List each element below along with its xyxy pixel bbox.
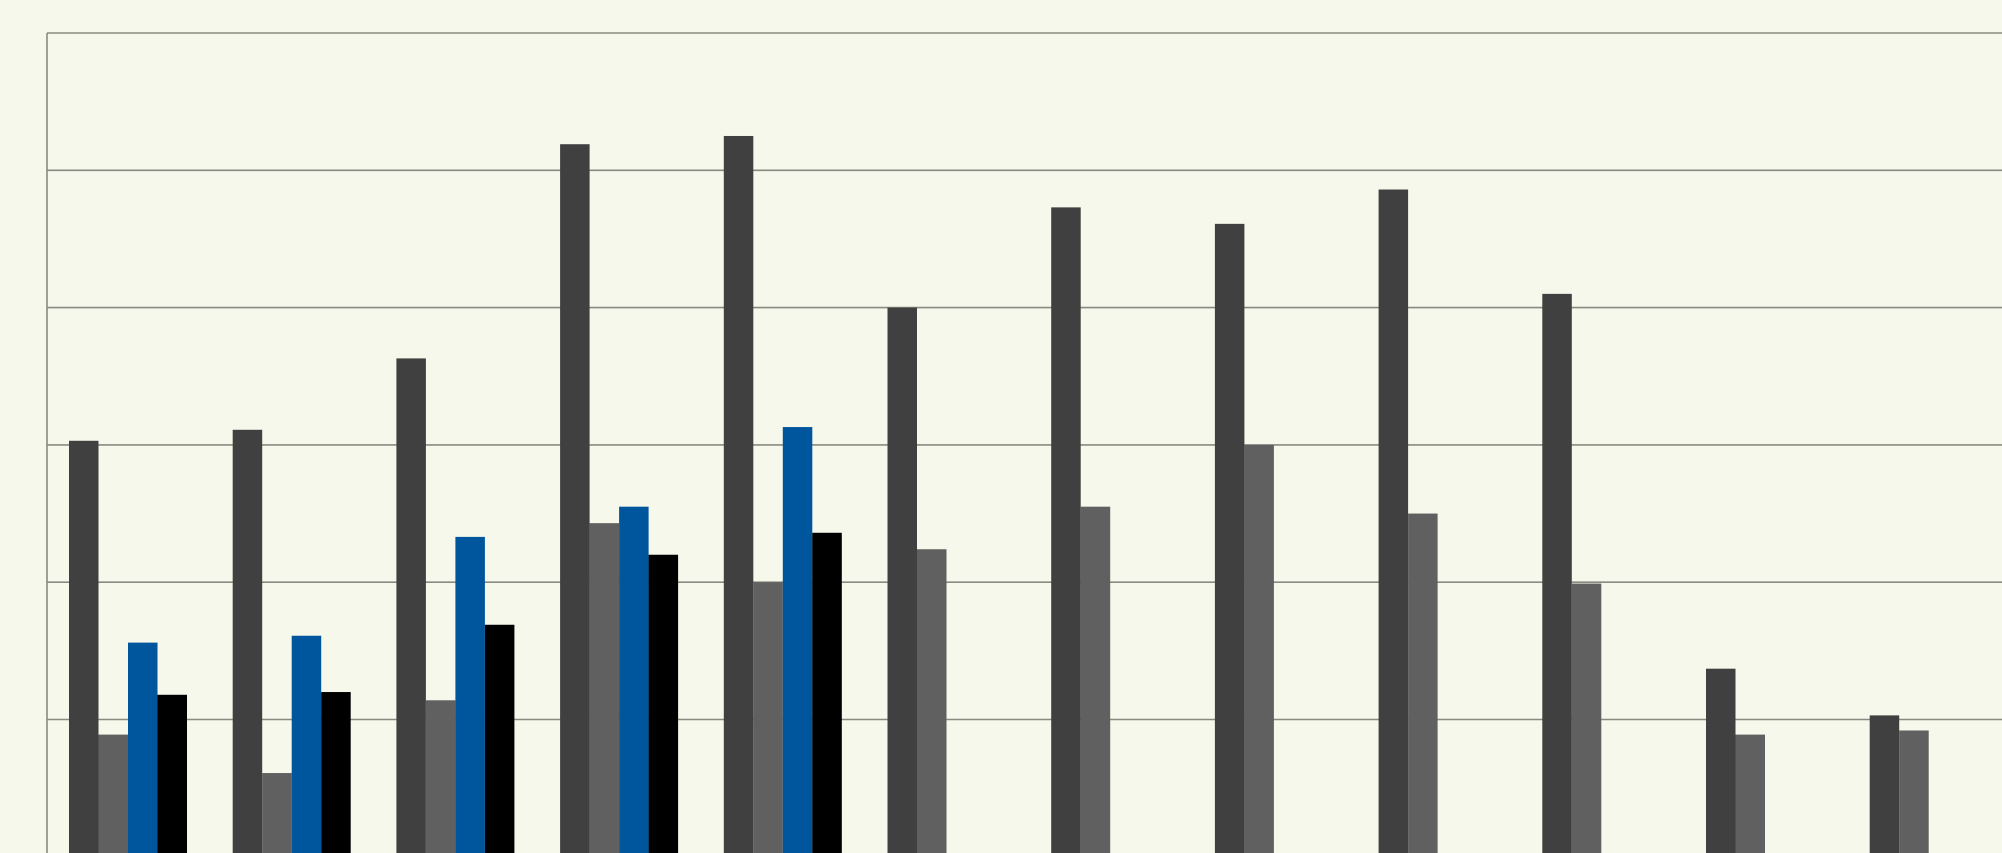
bar-group-11-series-2 bbox=[1735, 734, 1765, 853]
bar-group-3-series-1 bbox=[396, 358, 426, 853]
bar-group-6-series-1 bbox=[887, 307, 917, 853]
bar-group-10-series-2 bbox=[1571, 583, 1602, 853]
bar-group-4-series-1 bbox=[560, 144, 590, 853]
bar-group-3-series-4 bbox=[484, 624, 515, 853]
bar-group-10-series-1 bbox=[1542, 293, 1572, 853]
bar-group-5-series-3 bbox=[782, 427, 813, 853]
bar-group-2-series-2 bbox=[262, 773, 292, 853]
bar-group-4-series-3 bbox=[619, 506, 649, 853]
bar-group-3-series-3 bbox=[455, 536, 485, 853]
bar-group-2-series-4 bbox=[321, 692, 351, 853]
bar-group-8-series-1 bbox=[1214, 223, 1245, 853]
bar-group-1-series-4 bbox=[157, 694, 187, 853]
bar-group-5-series-1 bbox=[723, 135, 754, 853]
bar-group-3-series-2 bbox=[425, 700, 456, 853]
bar-group-9-series-2 bbox=[1408, 513, 1438, 853]
bar-group-4-series-2 bbox=[589, 523, 620, 853]
bar-group-5-series-2 bbox=[753, 582, 783, 853]
bar-group-4-series-4 bbox=[648, 554, 679, 853]
bar-group-12-series-1 bbox=[1869, 715, 1900, 853]
bar-group-9-series-1 bbox=[1378, 189, 1409, 853]
bar-group-7-series-1 bbox=[1051, 207, 1081, 853]
bar-group-8-series-2 bbox=[1244, 444, 1274, 853]
bar-group-2-series-3 bbox=[291, 635, 322, 853]
bar-group-6-series-2 bbox=[917, 549, 947, 853]
bar-group-11-series-1 bbox=[1706, 668, 1736, 853]
bar-group-1-series-1 bbox=[69, 440, 99, 853]
bar-group-2-series-1 bbox=[232, 429, 263, 853]
bar-group-1-series-2 bbox=[98, 734, 128, 853]
bar-group-1-series-3 bbox=[128, 642, 158, 853]
bar-group-5-series-4 bbox=[812, 532, 842, 853]
bar-group-12-series-2 bbox=[1899, 730, 1929, 853]
bar-group-7-series-2 bbox=[1080, 506, 1111, 853]
